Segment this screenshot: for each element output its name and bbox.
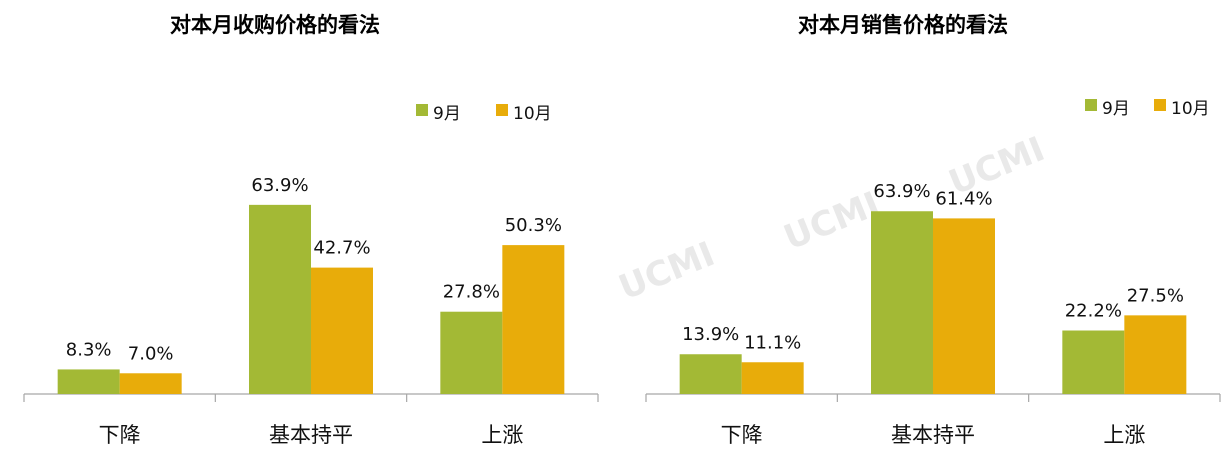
data-label: 63.9% — [873, 181, 930, 202]
legend-swatch-sep — [1085, 99, 1097, 111]
bar-sep — [249, 204, 311, 394]
category-label: 下降 — [99, 423, 141, 447]
legend-label-sep: 9月 — [1102, 99, 1130, 119]
bar-sep — [871, 211, 933, 394]
data-label: 27.8% — [443, 282, 500, 303]
legend: 9月 10月 — [416, 104, 552, 124]
data-label: 61.4% — [935, 188, 992, 209]
data-label: 22.2% — [1065, 301, 1122, 322]
data-label: 7.0% — [128, 343, 174, 364]
data-label: 63.9% — [251, 175, 308, 196]
bar-oct — [502, 245, 565, 394]
data-label: 27.5% — [1127, 285, 1184, 306]
bar-oct — [119, 373, 182, 394]
plot-area: 下降 8.3% 7.0% 基本持平 63.9% 42.7% 上涨 27.8% 50.3% — [23, 175, 599, 447]
legend: 9月 10月 — [1085, 99, 1210, 119]
category-label: 基本持平 — [891, 423, 975, 447]
bar-sep — [679, 354, 742, 394]
chart-title: 对本月销售价格的看法 — [798, 13, 1008, 37]
watermark: UCMI — [778, 184, 885, 258]
category-label: 上涨 — [481, 423, 523, 447]
data-label: 8.3% — [66, 339, 112, 360]
data-label: 50.3% — [505, 215, 562, 236]
data-label: 42.7% — [313, 238, 370, 259]
category-label: 上涨 — [1103, 423, 1145, 447]
bar-oct — [311, 267, 373, 394]
legend-swatch-oct — [1154, 99, 1166, 111]
chart-sales-price: 对本月销售价格的看法 9月 10月 下降 13.9% 11.1% 基本持平 63.9% 6… — [645, 13, 1221, 447]
bar-oct — [933, 218, 995, 394]
data-label: 13.9% — [682, 324, 739, 345]
legend-label-sep: 9月 — [433, 104, 461, 124]
category-label: 下降 — [721, 423, 763, 447]
bar-oct — [1124, 315, 1187, 394]
bar-sep — [1062, 330, 1125, 394]
plot-area: 下降 13.9% 11.1% 基本持平 63.9% 61.4% 上涨 22.2%27.5% — [645, 181, 1221, 447]
category-label: 基本持平 — [269, 423, 353, 447]
legend-label-oct: 10月 — [513, 104, 552, 124]
legend-swatch-oct — [496, 104, 508, 116]
bar-oct — [741, 362, 804, 394]
watermark: UCMI — [613, 234, 720, 308]
chart-title: 对本月收购价格的看法 — [170, 13, 380, 37]
bar-sep — [440, 311, 503, 394]
data-label: 11.1% — [744, 332, 801, 353]
bar-sep — [57, 369, 120, 394]
chart-purchase-price: 对本月收购价格的看法 9月 10月 下降 8.3% 7.0% 基本持平 63.9% 42.… — [23, 13, 599, 447]
legend-swatch-sep — [416, 104, 428, 116]
legend-label-oct: 10月 — [1171, 99, 1210, 119]
